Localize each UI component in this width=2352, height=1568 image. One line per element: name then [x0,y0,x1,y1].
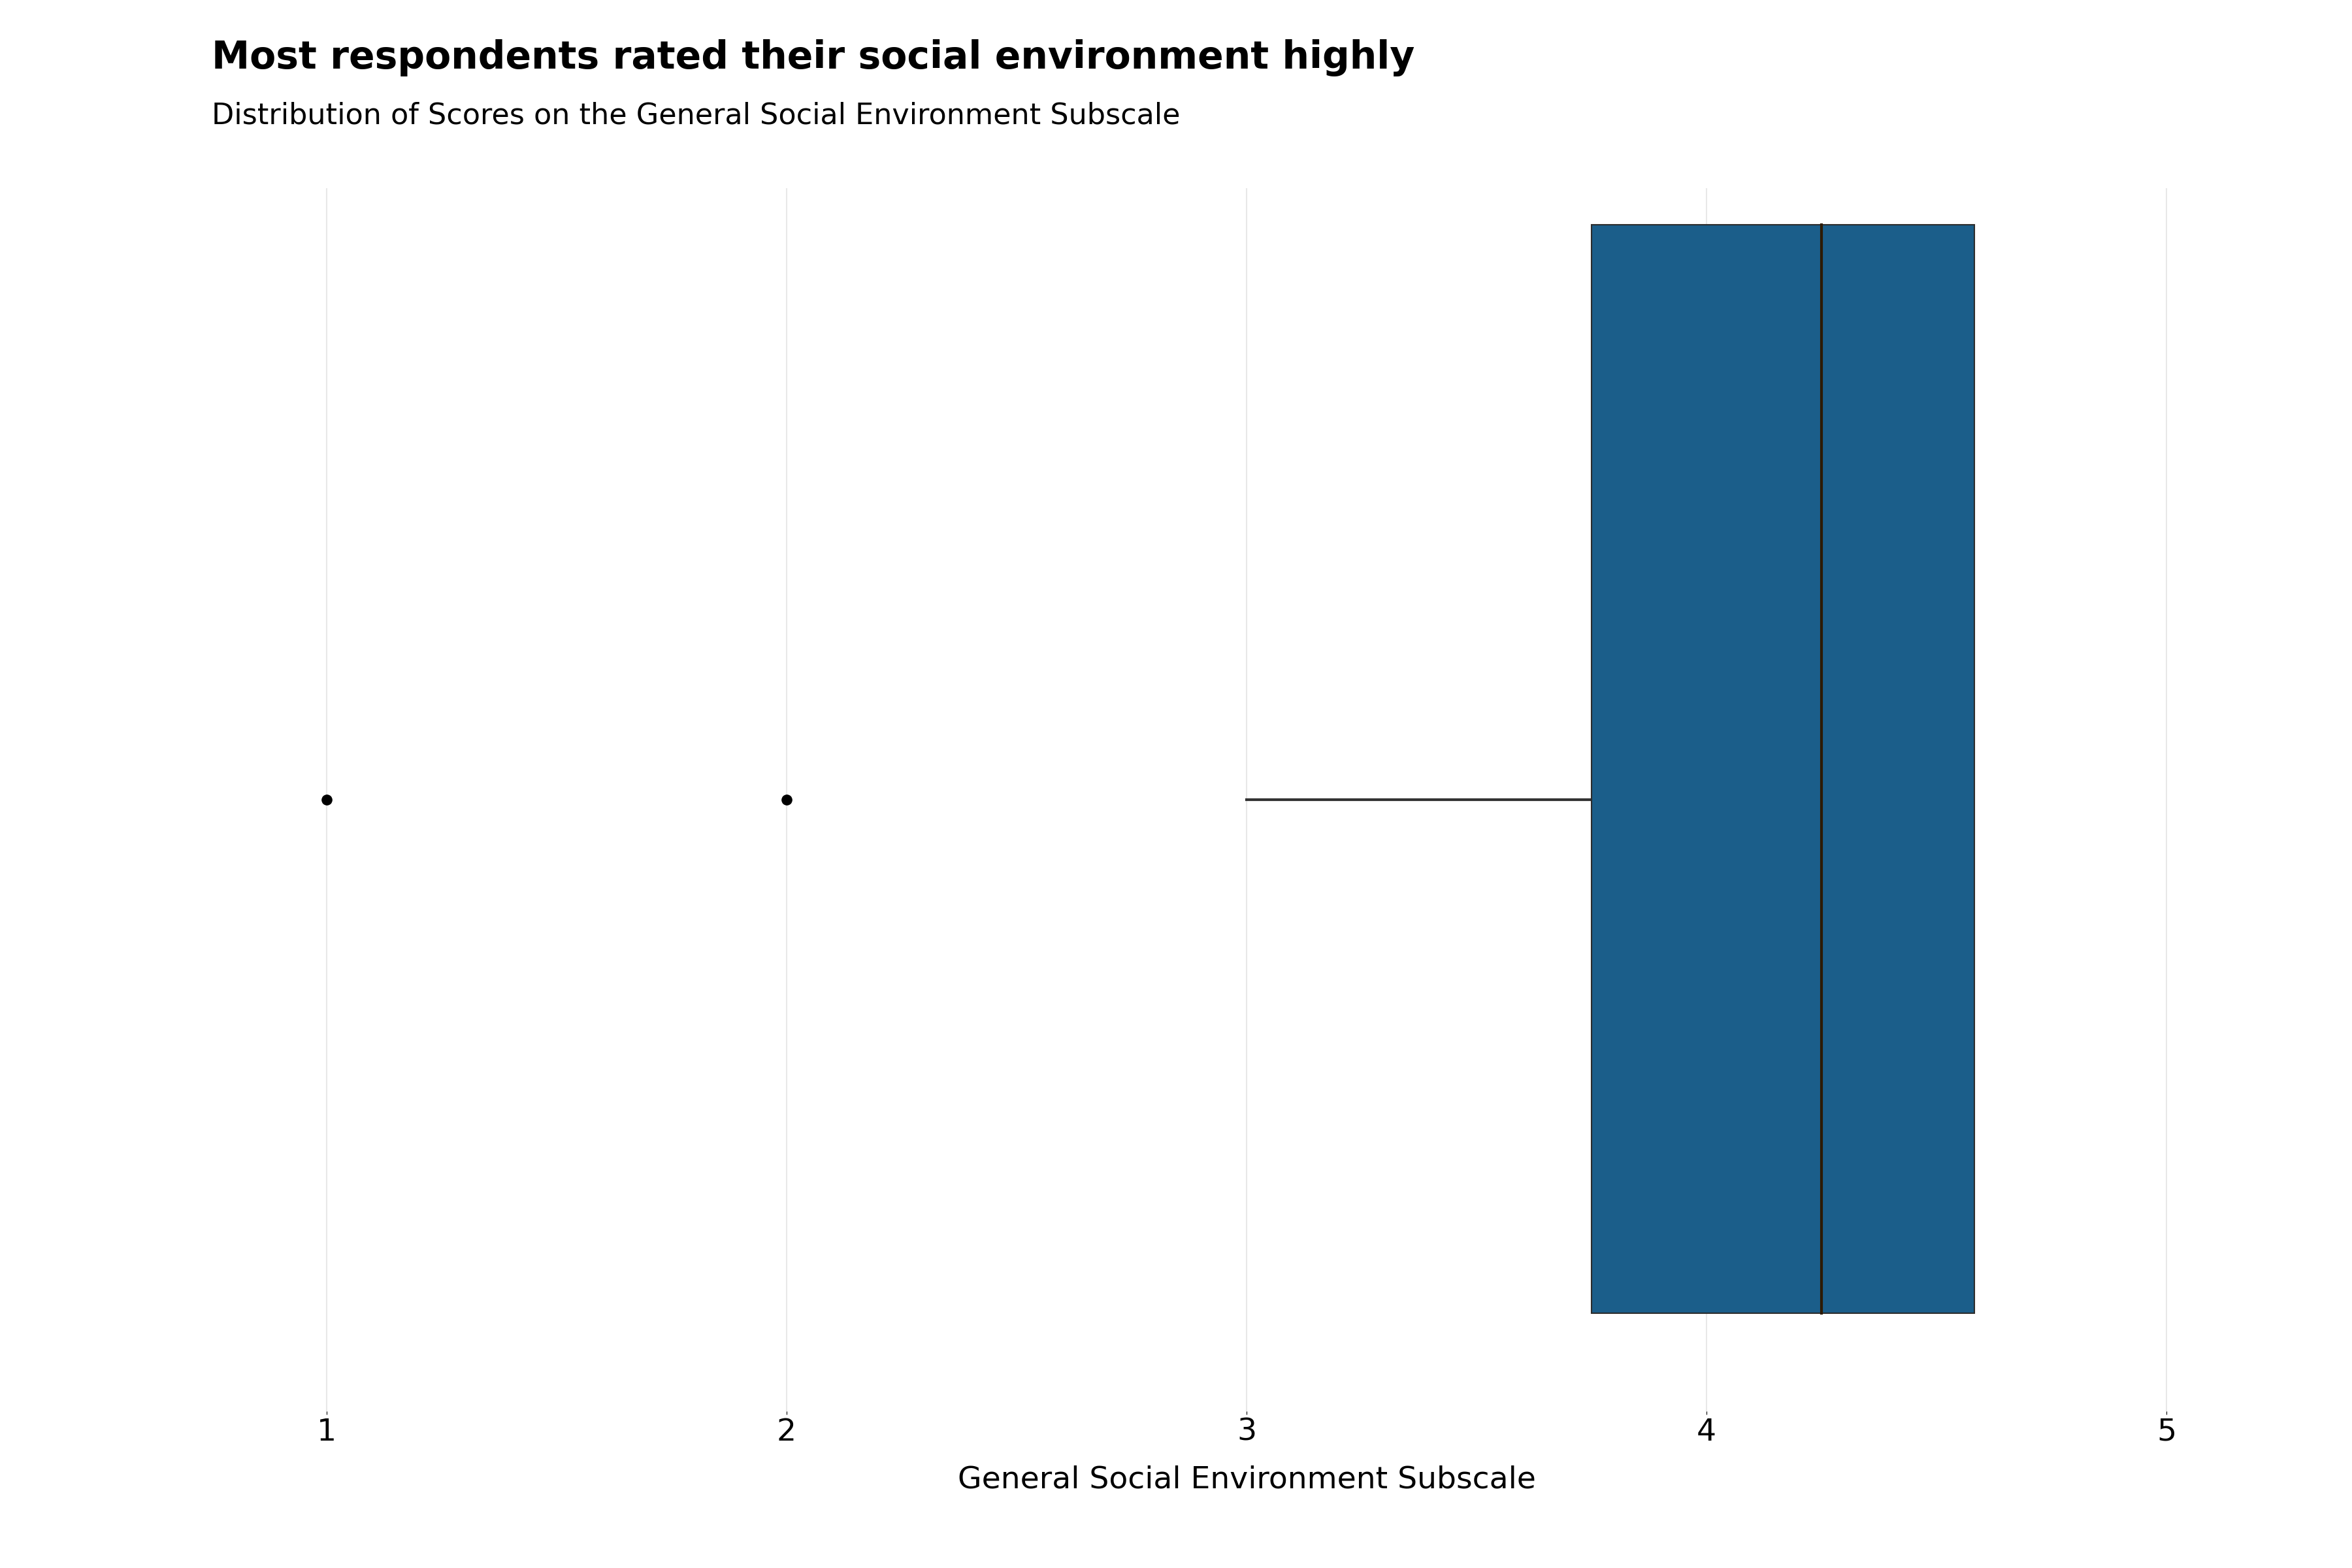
Point [767,787,804,812]
X-axis label: General Social Environment Subscale: General Social Environment Subscale [957,1465,1536,1494]
Point [308,787,346,812]
FancyBboxPatch shape [1592,224,1976,1314]
Text: Most respondents rated their social environment highly: Most respondents rated their social envi… [212,39,1414,77]
Text: Distribution of Scores on the General Social Environment Subscale: Distribution of Scores on the General So… [212,102,1181,130]
